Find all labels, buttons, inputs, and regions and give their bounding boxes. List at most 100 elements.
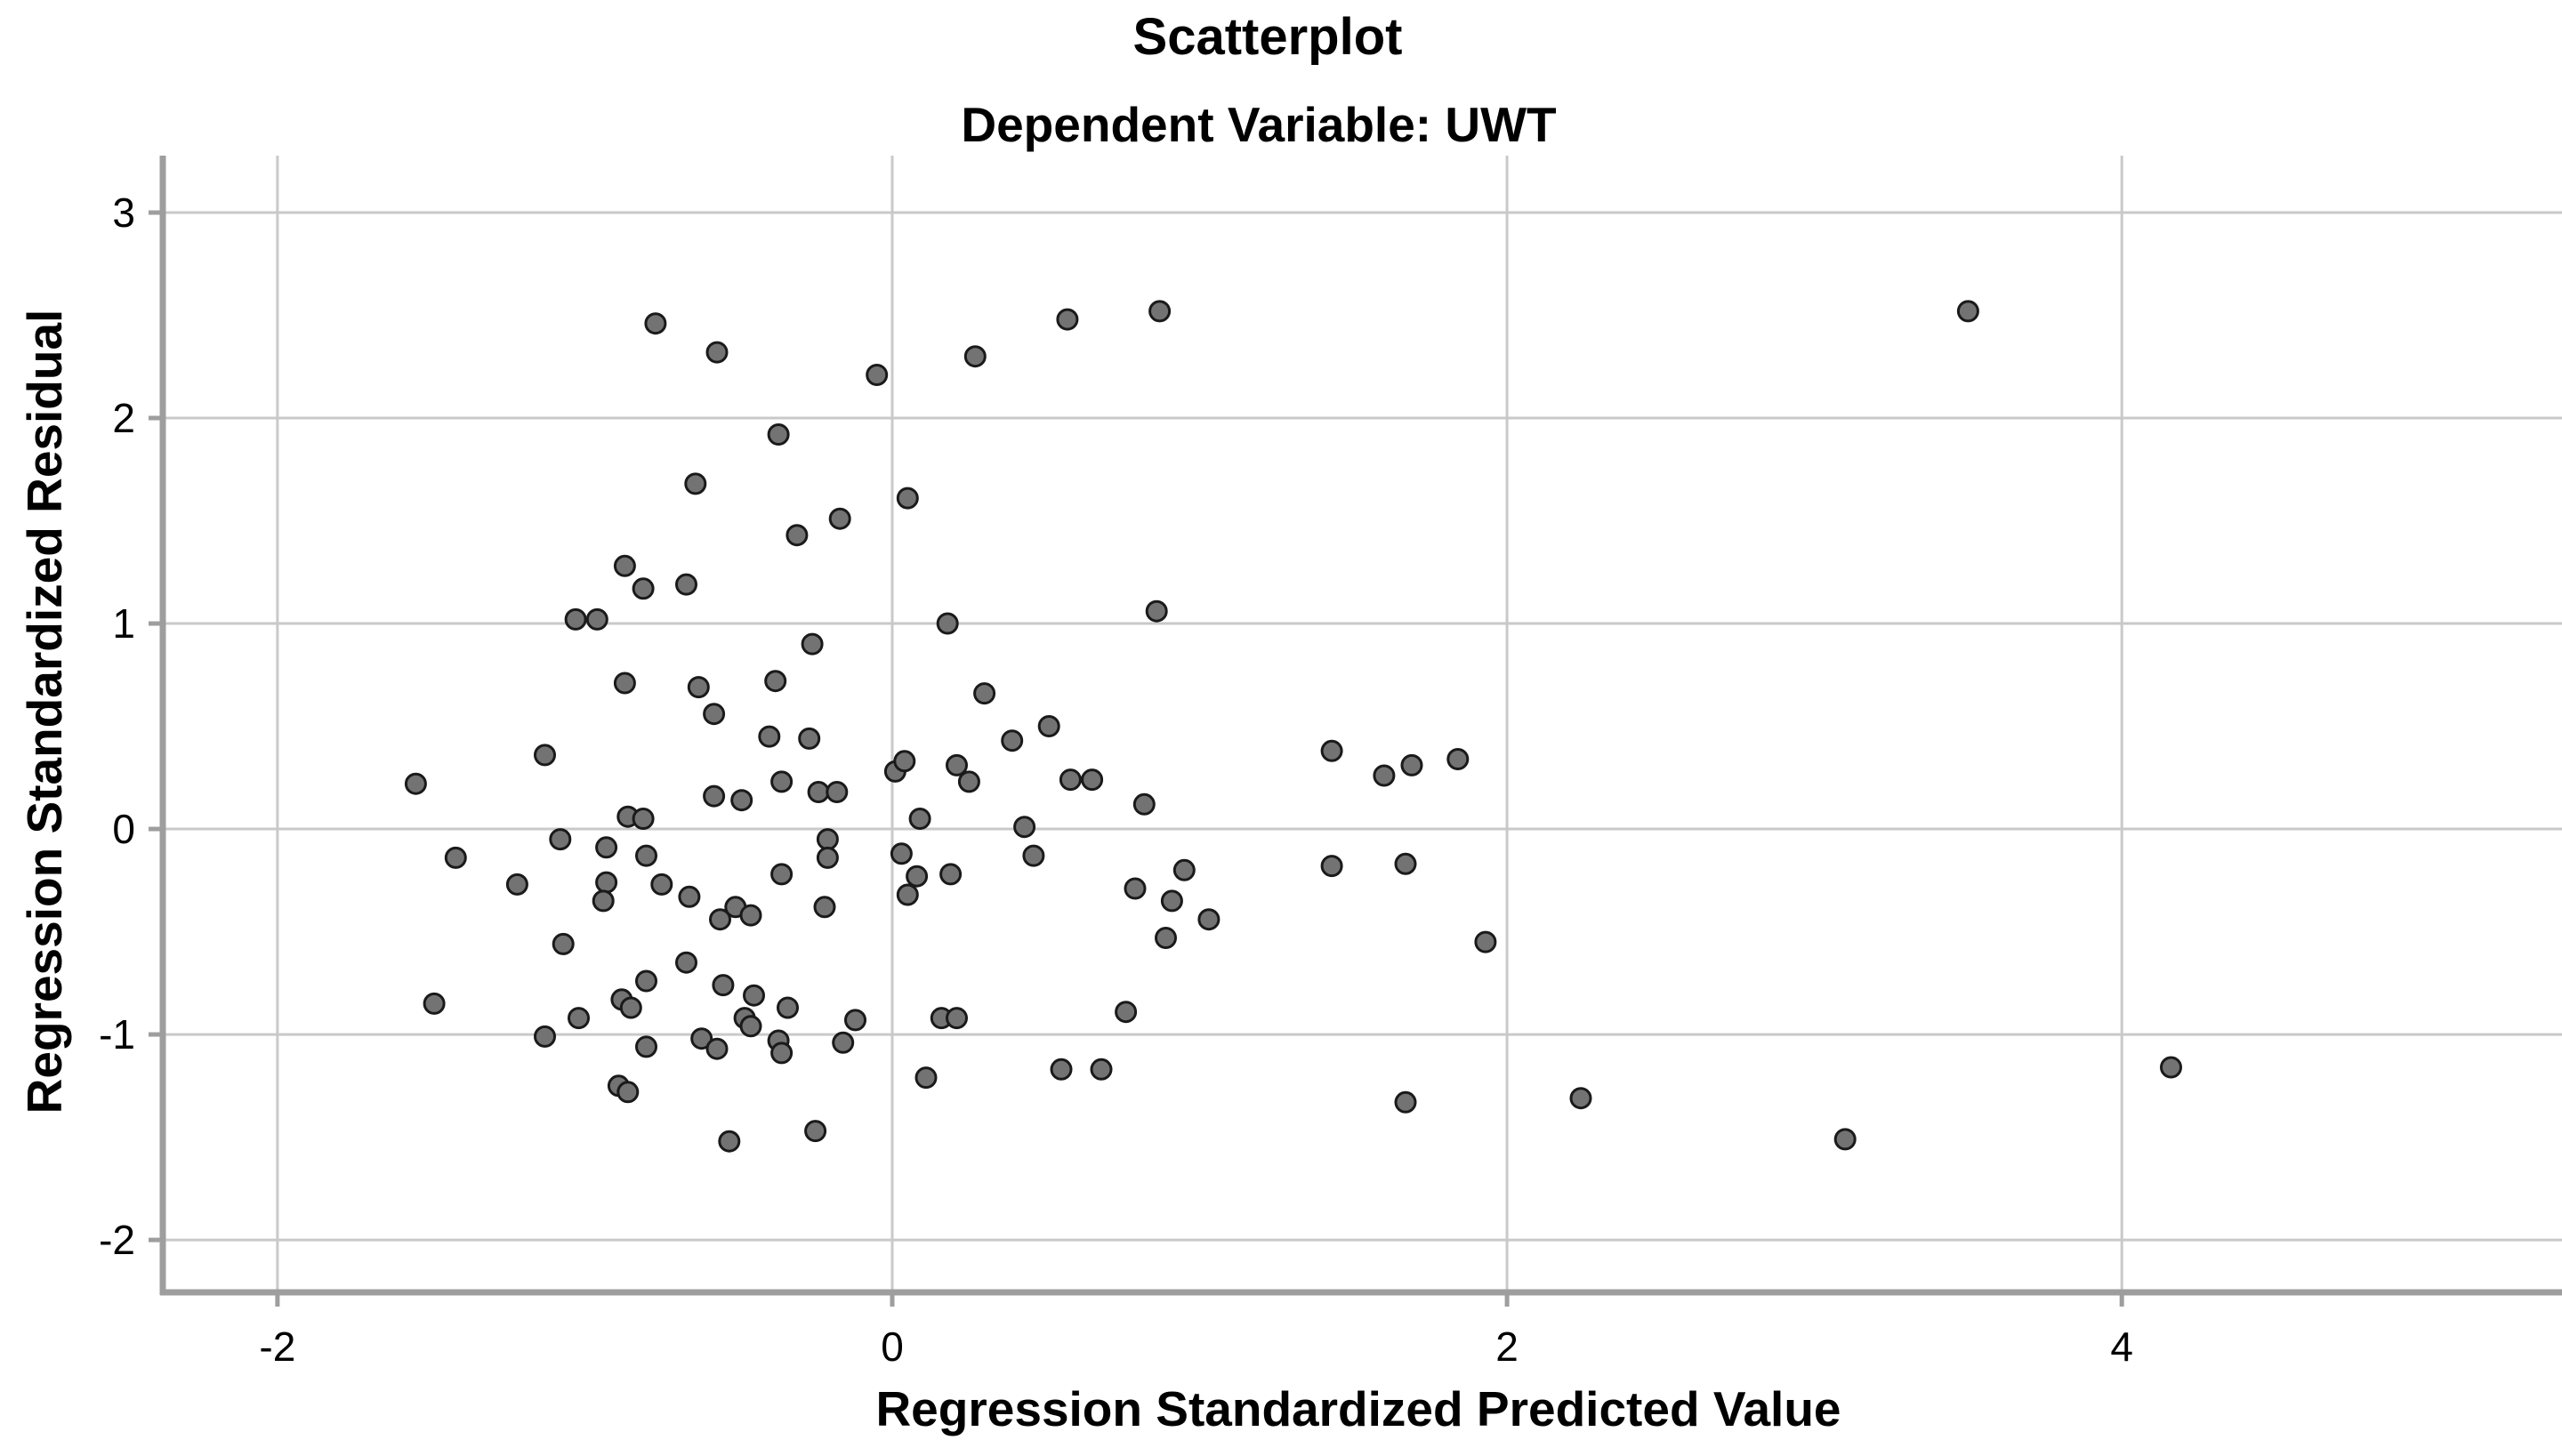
data-point bbox=[798, 727, 821, 750]
data-point bbox=[678, 885, 701, 908]
data-point bbox=[767, 423, 790, 446]
data-point bbox=[1394, 1090, 1417, 1114]
data-point bbox=[1394, 852, 1417, 875]
chart-title: Scatterplot bbox=[1132, 8, 1403, 66]
data-point bbox=[1081, 768, 1104, 792]
data-point bbox=[828, 507, 851, 530]
data-point bbox=[1056, 308, 1079, 331]
y-tick-label--2: -2 bbox=[99, 1217, 135, 1264]
y-tick-label-0: 0 bbox=[112, 806, 135, 853]
data-point bbox=[2160, 1056, 2182, 1079]
data-point bbox=[635, 844, 657, 867]
data-point bbox=[973, 682, 996, 705]
x-tick-label--2: -2 bbox=[259, 1323, 296, 1370]
data-point bbox=[712, 974, 735, 997]
data-point bbox=[595, 871, 618, 894]
data-point bbox=[1373, 764, 1396, 787]
chart-subtitle: Dependent Variable: UWT bbox=[961, 97, 1557, 152]
data-point bbox=[758, 725, 781, 748]
data-point bbox=[1197, 908, 1221, 931]
data-point bbox=[703, 784, 726, 808]
data-point bbox=[705, 341, 729, 364]
data-point bbox=[1956, 300, 1979, 323]
data-point bbox=[534, 1025, 556, 1048]
data-point bbox=[1001, 729, 1024, 752]
data-point bbox=[718, 1130, 741, 1153]
data-point bbox=[832, 1031, 855, 1054]
x-axis-label: Regression Standardized Predicted Value bbox=[875, 1381, 1841, 1436]
data-point bbox=[404, 772, 427, 795]
data-point bbox=[739, 904, 762, 927]
data-point bbox=[1160, 889, 1183, 913]
data-point bbox=[675, 573, 697, 596]
data-point bbox=[1059, 768, 1082, 792]
data-point bbox=[1145, 599, 1168, 623]
data-point bbox=[423, 992, 446, 1015]
y-tick-label-2: 2 bbox=[112, 395, 135, 441]
data-point bbox=[1013, 816, 1036, 839]
data-point bbox=[644, 312, 667, 335]
data-point bbox=[1172, 858, 1196, 881]
data-point bbox=[770, 863, 794, 886]
data-point bbox=[444, 846, 467, 869]
data-point bbox=[946, 1007, 968, 1030]
data-point bbox=[914, 1066, 938, 1090]
data-point bbox=[1474, 930, 1497, 953]
data-point bbox=[844, 1009, 866, 1032]
data-point bbox=[549, 828, 572, 851]
data-point bbox=[764, 670, 787, 693]
data-point bbox=[890, 842, 913, 865]
data-point bbox=[1022, 844, 1045, 867]
data-point bbox=[896, 883, 919, 906]
data-point bbox=[675, 951, 697, 974]
data-point bbox=[687, 676, 710, 699]
data-point bbox=[1320, 855, 1343, 878]
data-point bbox=[635, 1035, 657, 1058]
data-point bbox=[1155, 927, 1177, 949]
x-tick-label-2: 2 bbox=[1495, 1323, 1519, 1370]
data-point bbox=[957, 770, 980, 793]
data-point bbox=[632, 808, 655, 830]
data-point bbox=[650, 873, 673, 896]
data-point bbox=[1320, 739, 1343, 762]
data-point bbox=[816, 846, 839, 869]
data-point bbox=[564, 607, 587, 631]
data-point bbox=[705, 1037, 729, 1060]
data-point bbox=[946, 753, 968, 776]
data-point bbox=[896, 487, 919, 510]
data-point bbox=[613, 554, 636, 577]
data-point bbox=[613, 672, 636, 695]
y-tick-label-1: 1 bbox=[112, 600, 135, 648]
data-point bbox=[807, 781, 830, 803]
data-point bbox=[770, 1042, 794, 1065]
data-point bbox=[739, 1015, 762, 1038]
data-point bbox=[1400, 753, 1423, 776]
data-point bbox=[635, 969, 657, 993]
data-point bbox=[936, 612, 959, 635]
data-point bbox=[1050, 1058, 1073, 1081]
data-point bbox=[1833, 1128, 1857, 1151]
data-point bbox=[866, 364, 889, 386]
data-point bbox=[684, 472, 707, 495]
data-point bbox=[906, 865, 929, 888]
data-point bbox=[1090, 1058, 1113, 1081]
x-tick-label-0: 0 bbox=[881, 1323, 904, 1370]
data-point bbox=[616, 1081, 640, 1104]
data-point bbox=[743, 984, 765, 1007]
data-point bbox=[1132, 792, 1156, 816]
data-point bbox=[908, 808, 931, 830]
y-tick-label-3: 3 bbox=[112, 189, 135, 236]
data-point bbox=[816, 828, 839, 851]
data-point bbox=[1115, 1001, 1138, 1024]
data-point bbox=[730, 789, 753, 812]
data-point bbox=[786, 524, 809, 547]
data-point bbox=[777, 996, 799, 1019]
data-point bbox=[632, 577, 655, 600]
data-point bbox=[690, 1027, 713, 1050]
x-tick-label-4: 4 bbox=[2110, 1323, 2133, 1370]
data-point bbox=[1569, 1087, 1592, 1110]
data-point bbox=[801, 632, 824, 656]
data-point bbox=[963, 345, 987, 368]
